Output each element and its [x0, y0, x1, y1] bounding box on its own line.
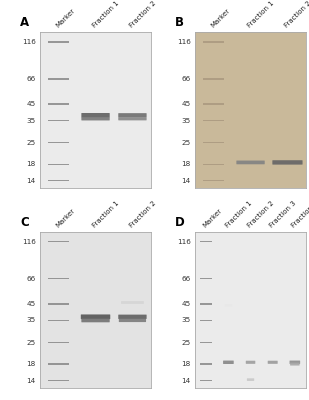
- FancyBboxPatch shape: [225, 304, 232, 307]
- FancyBboxPatch shape: [118, 117, 146, 120]
- Bar: [49, 320, 69, 321]
- FancyBboxPatch shape: [290, 360, 300, 364]
- Text: 116: 116: [22, 239, 36, 245]
- FancyBboxPatch shape: [81, 113, 110, 117]
- Bar: [204, 180, 224, 181]
- Text: C: C: [20, 216, 29, 229]
- Text: 14: 14: [181, 178, 191, 184]
- Text: 18: 18: [181, 361, 191, 367]
- Text: 18: 18: [181, 161, 191, 167]
- Bar: [204, 104, 224, 105]
- FancyBboxPatch shape: [272, 160, 303, 165]
- Bar: [49, 120, 69, 121]
- FancyBboxPatch shape: [121, 301, 144, 304]
- Bar: [200, 380, 212, 381]
- Bar: [200, 342, 212, 343]
- Bar: [49, 342, 69, 343]
- Bar: [49, 41, 69, 42]
- Text: Fraction 1: Fraction 1: [91, 0, 120, 29]
- Text: 35: 35: [27, 318, 36, 324]
- FancyBboxPatch shape: [223, 360, 234, 364]
- Text: 45: 45: [181, 101, 191, 107]
- FancyBboxPatch shape: [81, 318, 110, 322]
- Bar: [204, 120, 224, 121]
- Text: Fraction 2: Fraction 2: [128, 200, 157, 229]
- Text: 66: 66: [181, 76, 191, 82]
- Text: 45: 45: [27, 301, 36, 307]
- Text: 18: 18: [27, 361, 36, 367]
- Text: 35: 35: [181, 118, 191, 124]
- Text: 116: 116: [177, 39, 191, 45]
- Text: 25: 25: [181, 140, 191, 146]
- Text: 35: 35: [27, 118, 36, 124]
- FancyBboxPatch shape: [268, 361, 278, 364]
- Text: 25: 25: [27, 340, 36, 346]
- Bar: [200, 364, 212, 365]
- Text: 14: 14: [181, 378, 191, 384]
- Bar: [49, 241, 69, 242]
- FancyBboxPatch shape: [290, 362, 300, 366]
- Text: 45: 45: [181, 301, 191, 307]
- FancyBboxPatch shape: [119, 319, 146, 322]
- Text: D: D: [175, 216, 185, 229]
- Text: 18: 18: [27, 161, 36, 167]
- Text: 14: 14: [27, 178, 36, 184]
- Text: B: B: [175, 16, 184, 29]
- Text: Fraction 2: Fraction 2: [283, 0, 309, 29]
- Text: Fraction 1: Fraction 1: [224, 200, 253, 229]
- Bar: [204, 41, 224, 42]
- Text: 66: 66: [27, 276, 36, 282]
- FancyBboxPatch shape: [246, 361, 255, 364]
- Bar: [204, 78, 224, 80]
- Bar: [200, 303, 212, 304]
- Bar: [49, 278, 69, 280]
- Text: Fraction 2: Fraction 2: [128, 0, 157, 29]
- Text: 116: 116: [177, 239, 191, 245]
- Text: 45: 45: [27, 101, 36, 107]
- FancyBboxPatch shape: [118, 315, 146, 319]
- Bar: [49, 303, 69, 304]
- Bar: [204, 164, 224, 165]
- Text: 14: 14: [27, 378, 36, 384]
- FancyBboxPatch shape: [81, 117, 110, 120]
- Bar: [200, 320, 212, 321]
- Text: Fraction 3: Fraction 3: [269, 200, 297, 229]
- Text: 35: 35: [181, 318, 191, 324]
- Bar: [204, 142, 224, 143]
- Bar: [200, 278, 212, 280]
- Text: 66: 66: [27, 76, 36, 82]
- Bar: [200, 241, 212, 242]
- Text: Fraction 1: Fraction 1: [91, 200, 120, 229]
- Text: Marker: Marker: [54, 208, 76, 229]
- FancyBboxPatch shape: [236, 160, 265, 164]
- FancyBboxPatch shape: [247, 378, 254, 381]
- Bar: [49, 78, 69, 80]
- Text: Marker: Marker: [54, 8, 76, 29]
- Text: Fraction 1: Fraction 1: [246, 0, 275, 29]
- Text: A: A: [20, 16, 29, 29]
- FancyBboxPatch shape: [118, 113, 146, 117]
- Text: Marker: Marker: [210, 8, 231, 29]
- Bar: [49, 164, 69, 165]
- Bar: [49, 104, 69, 105]
- Bar: [49, 364, 69, 365]
- Text: 116: 116: [22, 39, 36, 45]
- Text: 66: 66: [181, 276, 191, 282]
- Bar: [49, 180, 69, 181]
- Text: Marker: Marker: [202, 208, 223, 229]
- Text: 25: 25: [181, 340, 191, 346]
- Bar: [49, 380, 69, 381]
- Bar: [49, 142, 69, 143]
- FancyBboxPatch shape: [81, 314, 110, 319]
- Text: Fraction 4: Fraction 4: [290, 200, 309, 229]
- Text: Fraction 2: Fraction 2: [246, 200, 275, 229]
- Text: 25: 25: [27, 140, 36, 146]
